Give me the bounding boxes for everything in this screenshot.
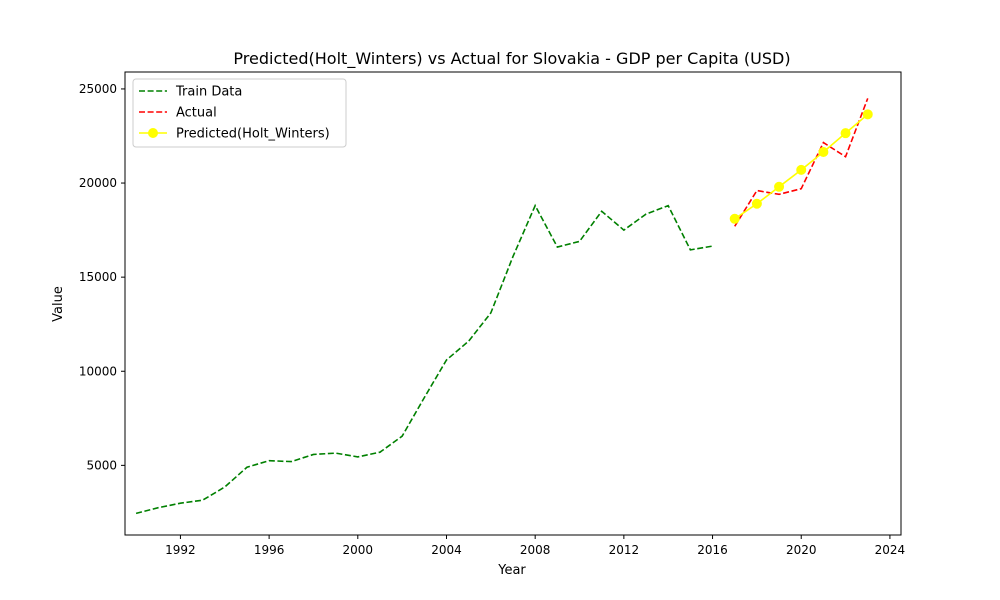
x-axis-label: Year: [497, 563, 526, 578]
x-tick-label: 2004: [431, 543, 462, 557]
legend: Train Data Actual Predicted(Holt_Winters): [132, 78, 347, 148]
legend-box: [132, 78, 347, 148]
x-tick-label: 2008: [520, 543, 551, 557]
x-tick-label: 1992: [165, 543, 196, 557]
data-point-predicted-holt-winters: [796, 164, 807, 175]
legend-marker-predicted-holt-winters: [148, 128, 158, 138]
legend-label-predicted-holt-winters: Predicted(Holt_Winters): [176, 127, 330, 142]
series-layer: [135, 98, 873, 515]
y-tick-label: 10000: [79, 364, 117, 378]
x-tick-label: 1996: [254, 543, 285, 557]
x-tick-label: 2024: [875, 543, 906, 557]
y-tick-label: 25000: [79, 82, 117, 96]
x-tick-label: 2016: [697, 543, 728, 557]
series-line-actual: [734, 98, 869, 227]
y-axis-label: Value: [51, 286, 66, 322]
legend-label-actual: Actual: [176, 106, 217, 121]
series-line-train-data: [135, 203, 713, 515]
data-point-predicted-holt-winters: [774, 181, 785, 192]
axes-layer: 1992 1996 2000 2004 2008 2012 2016 2020 2024 5000…: [79, 71, 906, 557]
y-tick-label: 20000: [79, 176, 117, 190]
x-tick-label: 2000: [343, 543, 374, 557]
legend-label-train-data: Train Data: [175, 85, 242, 100]
data-point-predicted-holt-winters: [840, 128, 851, 139]
y-tick-label: 15000: [79, 270, 117, 284]
data-point-predicted-holt-winters: [751, 198, 762, 209]
y-tick-label: 5000: [86, 458, 117, 472]
data-point-predicted-holt-winters: [818, 146, 829, 157]
data-point-predicted-holt-winters: [729, 213, 740, 224]
chart-title: Predicted(Holt_Winters) vs Actual for Sl…: [233, 49, 790, 69]
x-tick-label: 2012: [609, 543, 640, 557]
data-point-predicted-holt-winters: [862, 109, 873, 120]
axes-frame: [124, 71, 902, 536]
x-tick-label: 2020: [786, 543, 817, 557]
